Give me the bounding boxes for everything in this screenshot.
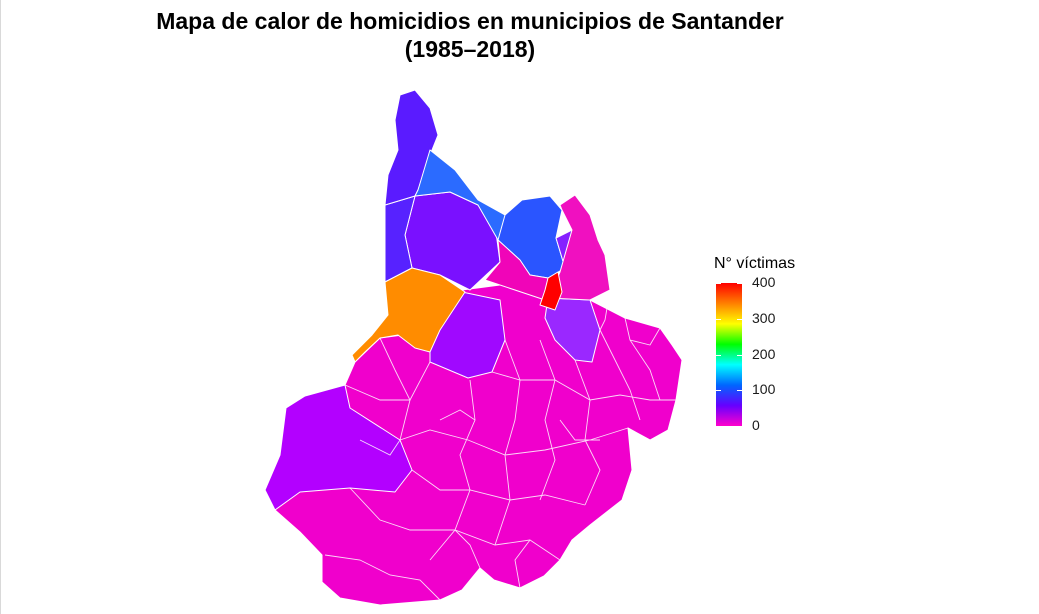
legend-tick-left [716, 426, 721, 427]
legend-tick-right [737, 283, 742, 284]
legend-tick-label: 0 [752, 417, 760, 433]
legend-tick-right [737, 319, 742, 320]
frame-border [0, 0, 1, 614]
legend-tick-label: 200 [752, 346, 776, 362]
map-title: Mapa de calor de homicidios en municipio… [156, 8, 784, 34]
legend-tick-left [716, 355, 721, 356]
legend-tick-right [737, 390, 742, 391]
legend-tick-right [737, 426, 742, 427]
map-subtitle-years: (1985–2018) [404, 36, 536, 62]
legend-tick-label: 100 [752, 381, 776, 397]
municipality-boundaries [324, 289, 676, 601]
region-east-strip-violet [544, 297, 601, 363]
region-orange-west [351, 267, 466, 363]
legend-title: N° víctimas [714, 255, 796, 272]
legend-tick-left [716, 319, 721, 320]
legend-tick-label: 400 [752, 274, 776, 290]
legend-tick-label: 300 [752, 310, 776, 326]
legend-tick-right [737, 355, 742, 356]
legend-color-bar [716, 283, 742, 426]
legend-tick-left [716, 283, 721, 284]
legend-tick-left [716, 390, 721, 391]
region-east-top-magenta [547, 194, 611, 301]
region-red-east [539, 271, 563, 311]
